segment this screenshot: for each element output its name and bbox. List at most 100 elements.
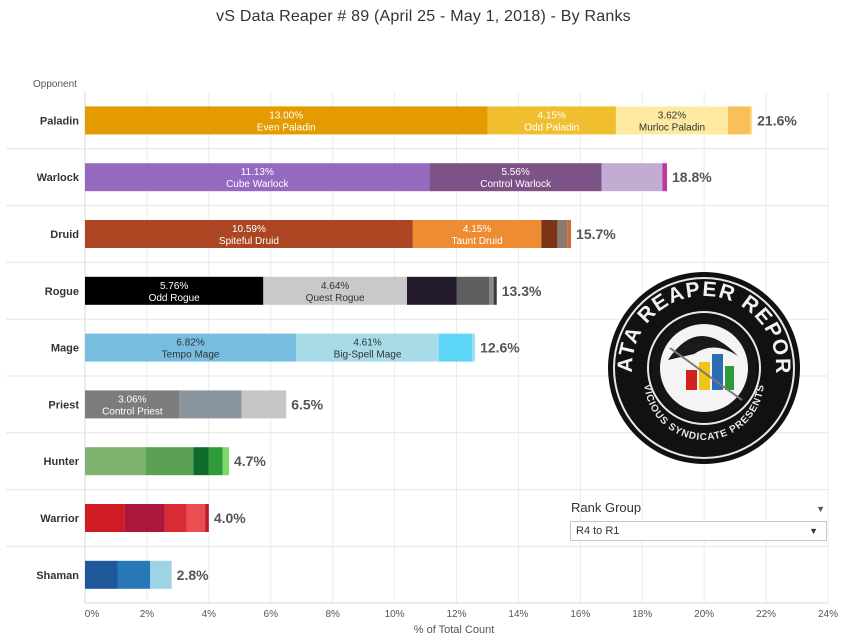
bar-row-paladin: Paladin 13.00%Even Paladin 4.15%Odd Paladi…	[40, 106, 797, 135]
total-label: 18.8%	[672, 169, 712, 185]
segment-name-label: Control Priest	[102, 406, 163, 417]
bar-row-druid: Druid 10.59%Spiteful Druid 4.15%Taunt Drui…	[6, 205, 828, 248]
bar-row-mage: Mage 6.82%Tempo Mage 4.61%Big-Spell Mage 12…	[6, 318, 828, 362]
bar-segment	[85, 447, 146, 476]
x-tick-label: 8%	[325, 609, 340, 620]
total-label: 2.8%	[177, 567, 209, 583]
data-reaper-report-logo: DATA REAPER REPORT VICIOUS SYNDICATE PRE…	[606, 270, 800, 464]
category-label: Priest	[48, 399, 79, 411]
x-axis-label: % of Total Count	[414, 624, 495, 636]
bar-segment	[412, 220, 542, 248]
x-tick-label: 14%	[508, 609, 528, 620]
dropdown-caret-icon: ▼	[809, 526, 818, 536]
segment-name-label: Odd Rogue	[149, 293, 201, 304]
bar-row-shaman: Shaman 2.8%	[6, 545, 828, 589]
segment-name-label: Spiteful Druid	[219, 236, 279, 247]
x-tick-label: 12%	[446, 609, 466, 620]
segment-value-label: 5.76%	[160, 281, 188, 292]
x-tick-label: 18%	[632, 609, 652, 620]
bar-segment	[145, 447, 194, 476]
bar-segment	[241, 390, 287, 419]
bar-segment	[438, 333, 472, 362]
segment-name-label: Even Paladin	[257, 122, 316, 133]
bar-segment	[117, 560, 151, 589]
bar-segment	[296, 333, 439, 362]
rank-group-filter: Rank Group ▼ R4 to R1 ▼	[570, 500, 827, 541]
category-label: Mage	[51, 343, 79, 355]
bar-segment	[489, 276, 494, 305]
rank-group-title: Rank Group	[571, 500, 642, 515]
bar-segment	[150, 560, 172, 589]
bar-row-warlock: Warlock 11.13%Cube Warlock 5.56%Control Wa…	[6, 148, 828, 192]
segment-value-label: 4.61%	[353, 338, 381, 349]
segment-name-label: Quest Rogue	[306, 293, 365, 304]
bar-segment	[85, 106, 488, 135]
filter-menu-caret-icon[interactable]: ▼	[816, 504, 825, 514]
segment-value-label: 6.82%	[176, 338, 204, 349]
bar-segment	[541, 220, 558, 248]
total-label: 12.6%	[480, 340, 520, 356]
bar-segment	[85, 163, 430, 192]
bar-segment	[456, 276, 490, 305]
bar-segment	[85, 220, 413, 248]
total-label: 13.3%	[502, 283, 542, 299]
bar-segment	[193, 447, 209, 476]
total-label: 4.7%	[234, 453, 266, 469]
bar-segment	[263, 276, 407, 305]
x-tick-label: 10%	[385, 609, 405, 620]
x-tick-label: 24%	[818, 609, 838, 620]
bar-segment	[85, 390, 180, 419]
segment-name-label: Control Warlock	[480, 179, 552, 190]
category-label: Warlock	[37, 172, 80, 184]
segment-value-label: 11.13%	[241, 167, 274, 178]
bar-segment	[601, 163, 663, 192]
x-tick-label: 0%	[85, 609, 100, 620]
bar-segment	[615, 106, 729, 135]
bar-segment	[487, 106, 616, 135]
bar-row-warrior: Warrior 4.0%	[6, 489, 828, 532]
bar-segment	[429, 163, 602, 192]
bar-segment	[728, 106, 751, 135]
bar-segment	[179, 390, 242, 419]
x-tick-label: 20%	[694, 609, 714, 620]
bar-segment	[85, 276, 264, 305]
segment-name-label: Odd Paladin	[524, 122, 579, 133]
bar-segment	[750, 106, 753, 135]
category-label: Shaman	[36, 570, 79, 582]
bar-segment	[85, 333, 297, 362]
segment-value-label: 4.15%	[538, 110, 566, 121]
bar-segment	[567, 220, 572, 248]
x-axis-ticks: 0% 2% 4% 6% 8% 10% 12% 14% 16% 18% 20% 22% 24%	[85, 609, 838, 620]
x-tick-label: 2%	[140, 609, 155, 620]
x-tick-label: 4%	[202, 609, 217, 620]
bar-segment	[85, 560, 118, 589]
bar-segment	[493, 276, 497, 305]
rank-group-dropdown[interactable]: R4 to R1 ▼	[570, 521, 827, 541]
segment-name-label: Tempo Mage	[162, 350, 220, 361]
segment-name-label: Big-Spell Mage	[334, 350, 402, 361]
segment-value-label: 5.56%	[501, 167, 529, 178]
x-tick-label: 6%	[264, 609, 279, 620]
total-label: 21.6%	[757, 112, 797, 128]
bar-segment	[124, 504, 165, 532]
segment-value-label: 3.06%	[118, 394, 146, 405]
bar-segment	[164, 504, 187, 532]
rank-group-selected-value: R4 to R1	[576, 525, 620, 537]
category-label: Hunter	[44, 456, 80, 468]
x-tick-label: 16%	[570, 609, 590, 620]
category-label: Druid	[50, 229, 79, 241]
bar-segment	[557, 220, 568, 248]
segment-value-label: 4.64%	[321, 281, 349, 292]
category-label: Rogue	[45, 286, 79, 298]
x-tick-label: 22%	[756, 609, 776, 620]
y-axis-label: Opponent	[33, 79, 77, 90]
bar-segment	[208, 447, 223, 476]
category-label: Warrior	[40, 513, 79, 525]
bar-segment	[186, 504, 206, 532]
segment-value-label: 10.59%	[232, 224, 266, 235]
bar-segment	[205, 504, 209, 532]
total-label: 15.7%	[576, 226, 616, 242]
bar-row-rogue: Rogue 5.76%Odd Rogue 4.64%Quest Rogue 13.3%	[6, 261, 828, 305]
